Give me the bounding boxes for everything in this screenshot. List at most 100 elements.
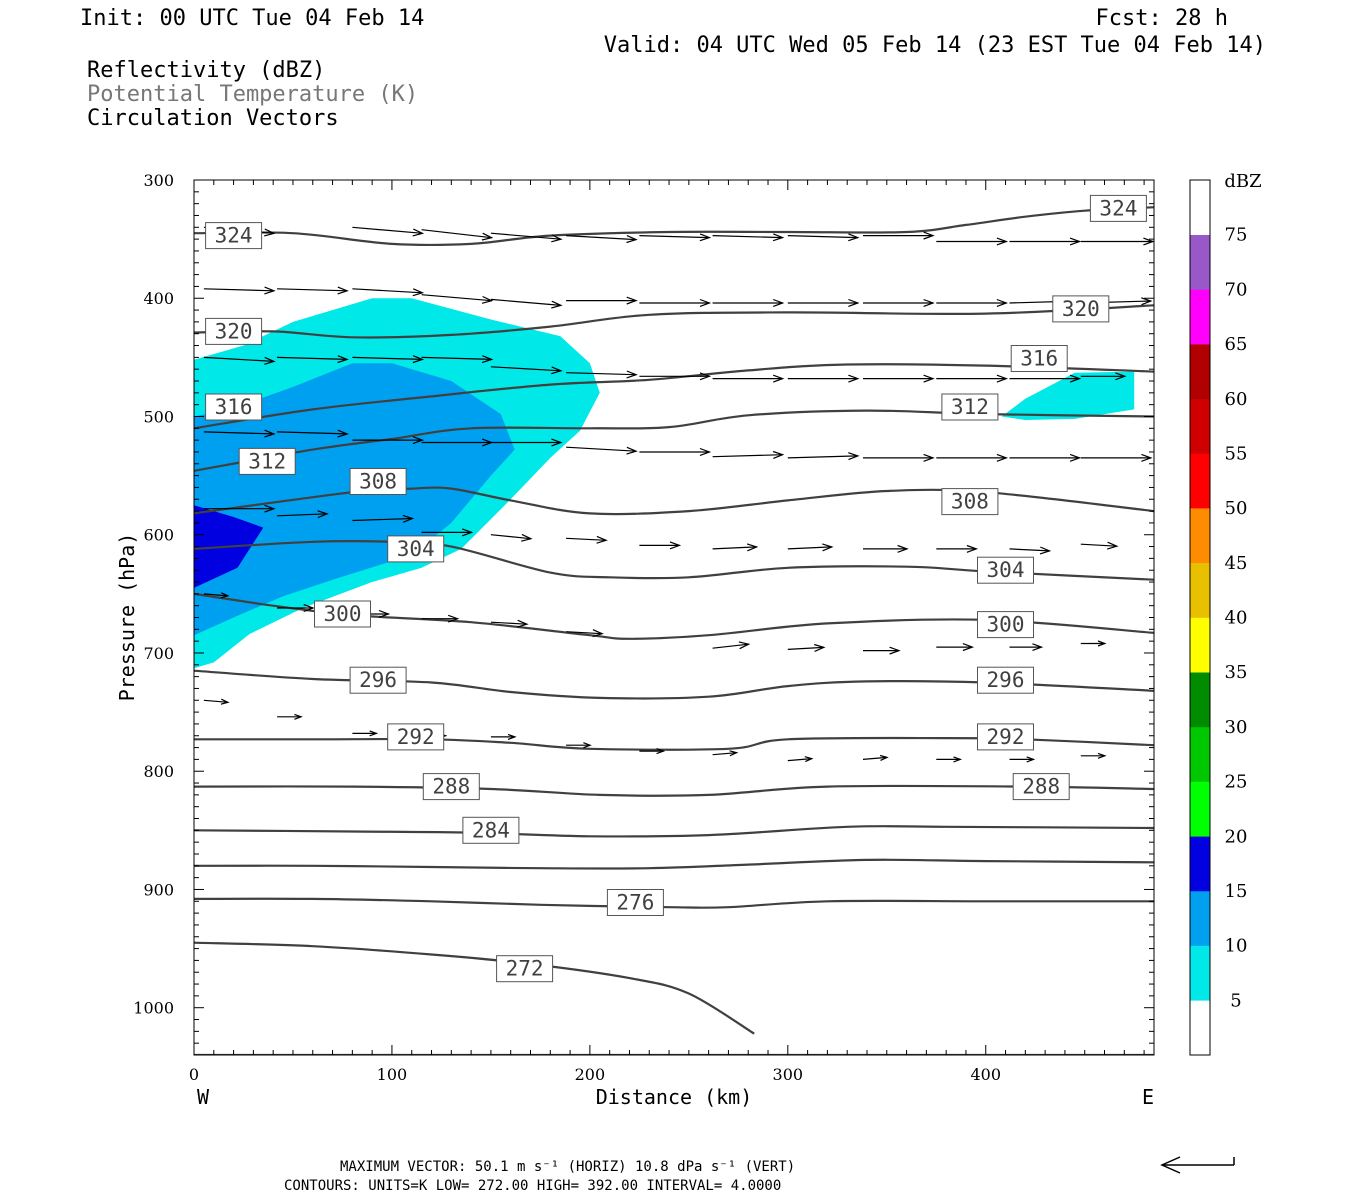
theta-contour-320 [194, 304, 1154, 339]
circulation-vector [639, 298, 712, 307]
colorbar-segment [1190, 234, 1210, 290]
contour-label-288: 288 [422, 773, 480, 801]
circulation-vector [566, 742, 592, 749]
circulation-vector [1009, 643, 1044, 651]
circulation-vector [421, 294, 494, 304]
colorbar-segment [1190, 672, 1210, 728]
contour-label-308: 308 [349, 468, 407, 495]
contour-label-292: 292 [387, 723, 445, 751]
circulation-vector [277, 713, 303, 720]
circulation-vector [863, 231, 935, 240]
circulation-vector [1080, 640, 1107, 647]
circulation-vector [421, 229, 494, 241]
theta-contour-280 [194, 858, 1154, 870]
footer-contour-info: CONTOURS: UNITS=K LOW= 272.00 HIGH= 392.… [284, 1178, 781, 1194]
colorbar-segment [1190, 562, 1210, 618]
circulation-vector [352, 288, 425, 297]
circulation-vector [1009, 374, 1082, 383]
circulation-vector [490, 298, 563, 309]
contour-label-296: 296 [349, 666, 407, 694]
circulation-vector [277, 604, 315, 613]
svg-text:296: 296 [987, 668, 1025, 692]
circulation-vector [277, 355, 349, 364]
colorbar-tick-label: 20 [1225, 826, 1248, 847]
circulation-vector [490, 533, 533, 542]
circulation-vector [712, 641, 751, 650]
circulation-vector [490, 438, 563, 447]
circulation-vector [863, 646, 901, 655]
svg-text:292: 292 [987, 725, 1025, 749]
circulation-vector [936, 756, 963, 763]
circulation-vector [639, 748, 666, 755]
circulation-vector [787, 298, 860, 307]
colorbar-tick-label: 70 [1225, 279, 1248, 300]
colorbar-tick-label: 50 [1225, 498, 1248, 519]
circulation-vector [203, 504, 276, 513]
circulation-vector [787, 543, 834, 552]
circulation-vector [277, 286, 349, 295]
circulation-vector [712, 374, 785, 383]
circulation-vector [203, 592, 230, 599]
colorbar-segment [1190, 945, 1210, 1001]
svg-text:312: 312 [248, 449, 286, 473]
reference-vector-arrow [1160, 1156, 1235, 1174]
svg-text:324: 324 [1099, 196, 1137, 220]
contour-label-320: 320 [205, 317, 263, 345]
y-tick-label: 800 [143, 762, 174, 781]
x-axis-title: Distance (km) [596, 1085, 753, 1109]
circulation-vector [712, 298, 785, 307]
contour-label-300: 300 [314, 600, 371, 628]
valid-time: Valid: 04 UTC Wed 05 Feb 14 (23 EST Tue … [604, 33, 1266, 58]
circulation-vector [490, 366, 563, 375]
colorbar-segment [1190, 890, 1210, 946]
svg-text:308: 308 [359, 470, 397, 494]
svg-text:276: 276 [616, 891, 654, 915]
contour-label-276: 276 [606, 889, 664, 916]
circulation-vector [787, 374, 860, 383]
colorbar-tick-label: 45 [1225, 553, 1248, 574]
colorbar-tick-label: 25 [1225, 772, 1248, 793]
colorbar-segment [1190, 180, 1210, 235]
theta-contour-316 [194, 363, 1154, 430]
colorbar-segment [1190, 453, 1210, 509]
y-tick-label: 700 [143, 644, 174, 663]
colorbar-segment [1190, 508, 1210, 564]
circulation-vector [936, 643, 975, 652]
y-tick-label: 500 [143, 407, 174, 426]
x-tick-label: 400 [970, 1065, 1001, 1084]
y-tick-label: 1000 [133, 999, 174, 1018]
forecast-hour: Fcst: 28 h [1096, 6, 1228, 31]
svg-text:320: 320 [1062, 297, 1100, 321]
colorbar-segment [1190, 289, 1210, 345]
svg-text:288: 288 [432, 775, 470, 799]
colorbar-segment [1190, 1000, 1210, 1056]
svg-text:272: 272 [506, 957, 544, 981]
theta-contour-276 [194, 897, 1154, 909]
svg-text:288: 288 [1022, 775, 1060, 799]
circulation-vector [936, 544, 979, 553]
theta-contour-324 [194, 206, 1154, 247]
colorbar: 5 10 15 20 25 30 35 40 45 50 55 60 65 70 75 [1189, 179, 1248, 1056]
svg-text:316: 316 [1020, 347, 1058, 371]
contour-label-288: 288 [1012, 773, 1070, 801]
svg-text:304: 304 [397, 537, 435, 561]
circulation-vector [936, 453, 1009, 462]
colorbar-segment [1190, 781, 1210, 837]
theta-contour-272 [194, 941, 755, 1035]
circulation-vector [639, 372, 712, 381]
y-tick-label: 600 [143, 526, 174, 545]
circulation-vector [936, 374, 1009, 383]
colorbar-segment [1190, 617, 1210, 673]
circulation-vector [639, 447, 712, 456]
x-tick-label: 200 [575, 1065, 606, 1084]
colorbar-title: dBZ [1224, 171, 1261, 192]
contour-label-284: 284 [462, 816, 520, 844]
circulation-vector [1080, 453, 1153, 462]
circulation-vector [787, 643, 826, 652]
colorbar-frame [1189, 179, 1211, 1056]
contour-label-320: 320 [1052, 295, 1110, 323]
circulation-vector [639, 541, 682, 550]
circulation-vector [712, 450, 785, 459]
circulation-vector [862, 754, 889, 761]
circulation-vector [352, 355, 425, 364]
